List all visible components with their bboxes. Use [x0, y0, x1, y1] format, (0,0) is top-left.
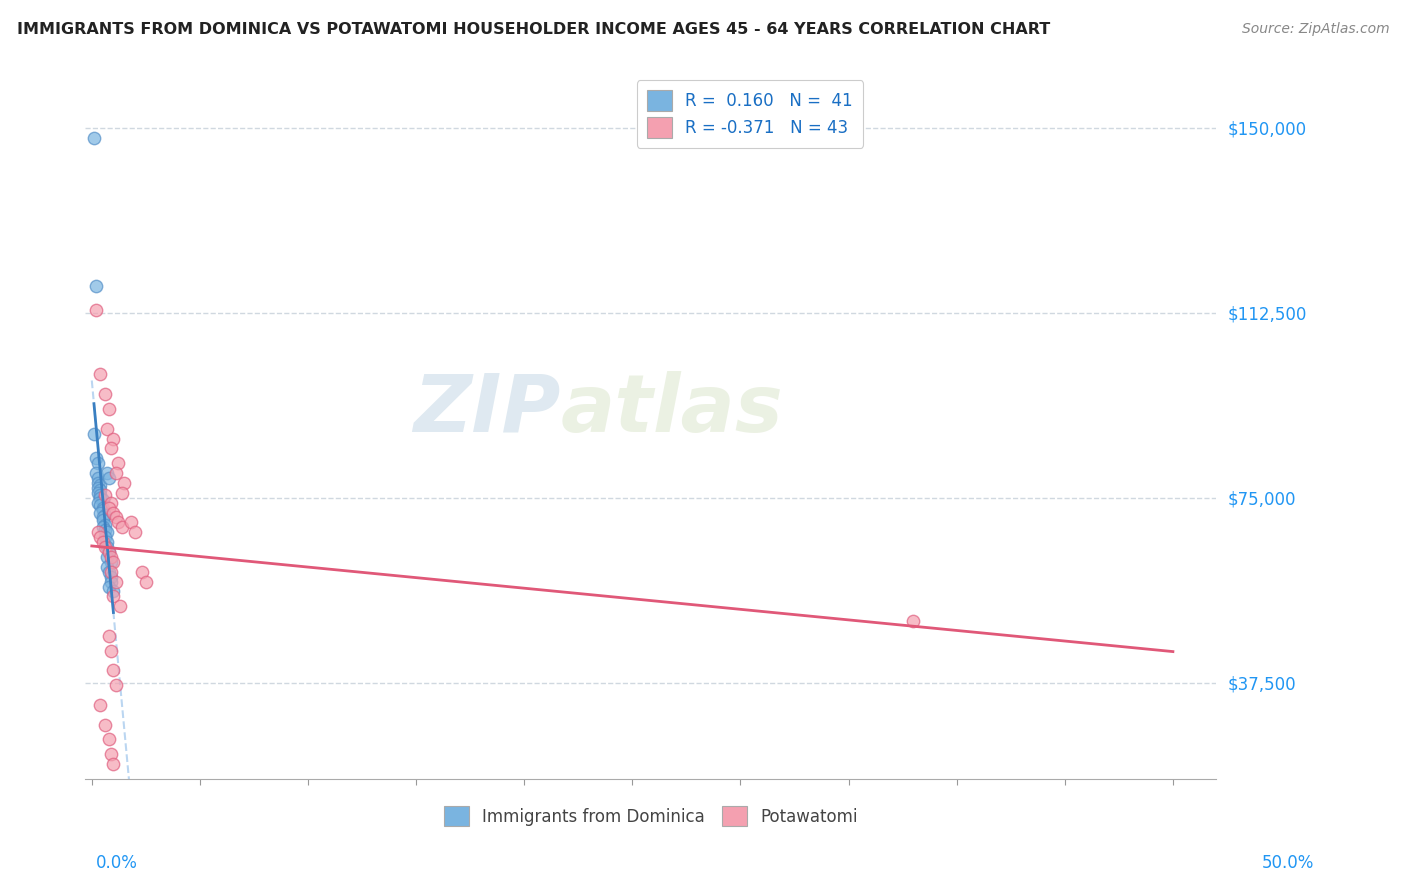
Point: [96, 559, 118, 574]
Point: [98, 500, 121, 515]
Point: [104, 466, 127, 480]
Legend: Immigrants from Dominica, Potawatomi: Immigrants from Dominica, Potawatomi: [436, 797, 866, 835]
Point: [96, 466, 118, 480]
Point: [87, 485, 110, 500]
Point: [100, 565, 122, 579]
Point: [111, 520, 134, 534]
Point: [108, 599, 131, 614]
Point: [98, 545, 121, 559]
Point: [124, 525, 146, 540]
Point: [100, 496, 122, 510]
Point: [103, 757, 125, 772]
Text: ZIP: ZIP: [413, 370, 560, 449]
Point: [94, 508, 117, 522]
Point: [91, 493, 114, 508]
Point: [84, 451, 107, 466]
Point: [94, 540, 117, 554]
Point: [91, 520, 114, 534]
Point: [96, 535, 118, 549]
Point: [89, 478, 111, 492]
Point: [111, 485, 134, 500]
Point: [103, 664, 125, 678]
Point: [98, 580, 121, 594]
Text: 0.0%: 0.0%: [96, 855, 138, 872]
Point: [87, 456, 110, 470]
Point: [91, 513, 114, 527]
Text: IMMIGRANTS FROM DOMINICA VS POTAWATOMI HOUSEHOLDER INCOME AGES 45 - 64 YEARS COR: IMMIGRANTS FROM DOMINICA VS POTAWATOMI H…: [17, 22, 1050, 37]
Point: [91, 500, 114, 515]
Point: [103, 432, 125, 446]
Point: [98, 732, 121, 747]
Point: [131, 565, 153, 579]
Point: [87, 481, 110, 495]
Point: [91, 535, 114, 549]
Point: [104, 510, 127, 524]
Point: [96, 422, 118, 436]
Point: [98, 545, 121, 559]
Point: [87, 496, 110, 510]
Point: [103, 555, 125, 569]
Point: [94, 517, 117, 532]
Point: [89, 483, 111, 498]
Point: [84, 303, 107, 318]
Point: [98, 565, 121, 579]
Point: [100, 574, 122, 589]
Point: [89, 698, 111, 712]
Point: [98, 629, 121, 643]
Point: [107, 456, 129, 470]
Point: [903, 614, 925, 628]
Point: [94, 717, 117, 731]
Point: [100, 747, 122, 762]
Point: [89, 498, 111, 512]
Point: [100, 555, 122, 569]
Point: [94, 387, 117, 401]
Point: [89, 530, 111, 544]
Point: [135, 574, 157, 589]
Text: 50.0%: 50.0%: [1263, 855, 1315, 872]
Point: [100, 643, 122, 657]
Point: [89, 488, 111, 502]
Point: [100, 569, 122, 583]
Point: [83, 426, 105, 441]
Point: [94, 523, 117, 537]
Text: atlas: atlas: [560, 370, 783, 449]
Point: [87, 525, 110, 540]
Point: [103, 590, 125, 604]
Point: [91, 503, 114, 517]
Point: [98, 401, 121, 416]
Point: [87, 471, 110, 485]
Point: [87, 475, 110, 490]
Point: [96, 549, 118, 564]
Point: [94, 488, 117, 502]
Point: [96, 525, 118, 540]
Point: [103, 506, 125, 520]
Point: [104, 574, 127, 589]
Point: [98, 471, 121, 485]
Point: [96, 540, 118, 554]
Point: [91, 510, 114, 524]
Point: [89, 491, 111, 505]
Point: [103, 584, 125, 599]
Point: [89, 368, 111, 382]
Point: [100, 442, 122, 456]
Point: [83, 130, 105, 145]
Point: [120, 516, 142, 530]
Point: [104, 678, 127, 692]
Point: [84, 466, 107, 480]
Point: [107, 516, 129, 530]
Point: [112, 475, 135, 490]
Point: [89, 506, 111, 520]
Point: [84, 278, 107, 293]
Text: Source: ZipAtlas.com: Source: ZipAtlas.com: [1241, 22, 1389, 37]
Point: [100, 549, 122, 564]
Point: [94, 530, 117, 544]
